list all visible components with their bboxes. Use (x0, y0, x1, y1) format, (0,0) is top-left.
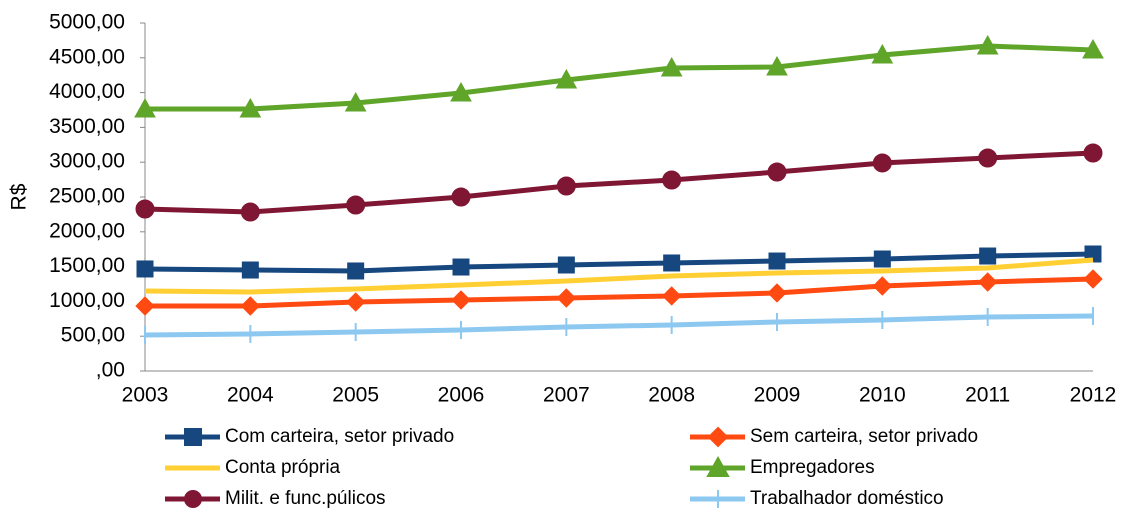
x-tick-label: 2003 (122, 384, 169, 407)
y-tick-label: 3500,00 (49, 115, 125, 138)
y-tick-label: ,00 (96, 359, 125, 382)
marker (767, 162, 787, 182)
marker (451, 290, 471, 310)
marker (661, 286, 682, 306)
x-tick-label: 2009 (754, 384, 801, 407)
x-tick-label: 2008 (648, 384, 695, 407)
legend-label: Empregadores (750, 457, 875, 478)
series-line (145, 276, 1094, 309)
y-tick-label: 2000,00 (49, 219, 125, 242)
marker (452, 258, 470, 276)
marker (239, 97, 262, 118)
series-line (144, 313, 1094, 338)
x-tick-label: 2011 (965, 384, 1010, 407)
y-tick-label: 3000,00 (49, 150, 125, 173)
y-tick-label: 2500,00 (49, 185, 125, 208)
marker (662, 170, 682, 190)
marker (768, 252, 786, 270)
y-tick-label: 500,00 (61, 324, 125, 347)
marker (347, 262, 365, 280)
marker (344, 91, 367, 112)
marker (240, 202, 260, 222)
marker (660, 57, 683, 77)
legend-marker (184, 490, 202, 508)
marker (241, 261, 259, 279)
marker (977, 272, 998, 292)
marker (1083, 269, 1103, 289)
marker (135, 296, 155, 316)
x-tick-label: 2004 (227, 384, 274, 407)
marker (979, 247, 997, 265)
marker (663, 254, 681, 272)
marker (872, 153, 892, 173)
legend-marker (184, 428, 202, 446)
y-tick-label: 1500,00 (49, 254, 125, 277)
x-tick-label: 2005 (332, 384, 379, 407)
y-tick-label: 4500,00 (49, 45, 125, 68)
marker (346, 195, 366, 215)
legend-marker (706, 455, 730, 477)
marker (240, 296, 261, 316)
y-axis-label: R$ (8, 183, 31, 210)
legend-label: Milit. e func.púlicos (225, 488, 386, 509)
marker (555, 68, 578, 89)
marker (556, 176, 576, 196)
x-tick-label: 2012 (1070, 384, 1117, 407)
marker (135, 199, 155, 219)
legend-label: Sem carteira, setor privado (750, 426, 978, 447)
marker (345, 292, 366, 312)
marker (873, 250, 891, 268)
marker (1082, 38, 1104, 59)
series-line (144, 251, 1094, 274)
x-tick-label: 2010 (859, 384, 906, 407)
marker (872, 276, 893, 296)
series-line (144, 257, 1094, 295)
marker (871, 43, 894, 64)
y-tick-label: 1000,00 (49, 289, 125, 312)
legend-label: Com carteira, setor privado (225, 426, 454, 447)
x-tick-label: 2007 (543, 384, 590, 407)
marker (1083, 143, 1103, 163)
marker (134, 97, 156, 118)
y-tick-label: 4000,00 (49, 80, 125, 103)
marker (978, 148, 998, 168)
series-line (145, 43, 1094, 112)
marker (136, 260, 154, 278)
marker (450, 81, 472, 102)
marker (556, 288, 577, 308)
legend-label: Trabalhador doméstico (750, 488, 944, 509)
marker (557, 256, 575, 274)
x-tick-label: 2006 (438, 384, 485, 407)
series-line (144, 150, 1094, 215)
legend-marker (707, 426, 729, 448)
y-tick-label: 5000,00 (49, 11, 125, 34)
marker (766, 55, 788, 76)
legend-label: Conta própria (225, 457, 341, 478)
marker (451, 187, 471, 207)
marker (767, 283, 787, 303)
marker (976, 34, 999, 55)
